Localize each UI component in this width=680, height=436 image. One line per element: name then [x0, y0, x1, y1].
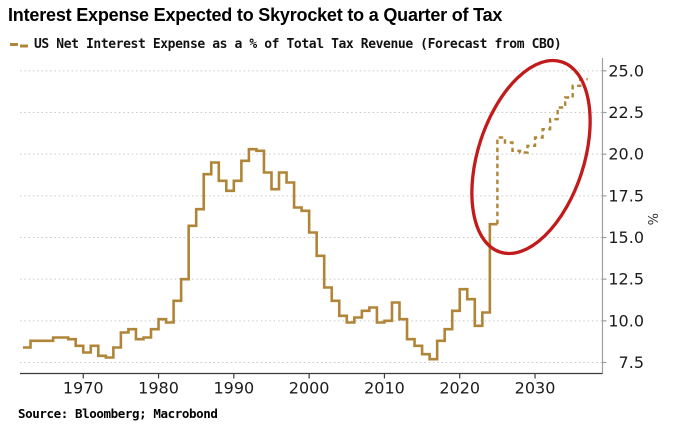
y-tick-label: 22.5 — [608, 103, 644, 122]
x-tick-label: 2010 — [364, 379, 405, 398]
forecast-highlight-ellipse — [470, 58, 592, 256]
x-tick-label: 1980 — [138, 379, 179, 398]
y-tick-label: 15.0 — [608, 228, 644, 247]
x-tick-label: 1990 — [213, 379, 254, 398]
forecast-dashed-step-line — [496, 77, 588, 225]
legend: US Net Interest Expense as a % of Total … — [10, 37, 562, 52]
dashed-line-legend-swatch — [10, 42, 28, 48]
legend-label: US Net Interest Expense as a % of Total … — [34, 37, 562, 52]
y-axis-ticks: 25.0 22.5 20.0 17.5 15.0 12.5 10.0 7.5 — [602, 61, 644, 372]
y-tick-label: 20.0 — [608, 145, 644, 164]
y-tick-label: 25.0 — [608, 61, 644, 80]
chart-title: Interest Expense Expected to Skyrocket t… — [8, 5, 503, 25]
x-tick-label: 2030 — [515, 379, 556, 398]
x-tick-label: 2000 — [289, 379, 330, 398]
y-tick-label: 7.5 — [619, 353, 644, 372]
y-tick-label: 17.5 — [608, 186, 644, 205]
historical-step-line — [23, 147, 498, 361]
y-tick-label: 12.5 — [608, 270, 644, 289]
source-note: Source: Bloomberg; Macrobond — [18, 406, 218, 421]
y-axis-unit-label: % — [644, 213, 659, 225]
x-axis-ticks: 1970 1980 1990 2000 2010 2020 2030 — [63, 373, 556, 398]
y-tick-label: 10.0 — [608, 311, 644, 330]
x-tick-label: 2020 — [439, 379, 480, 398]
gridlines — [20, 70, 603, 363]
x-tick-label: 1970 — [63, 379, 104, 398]
